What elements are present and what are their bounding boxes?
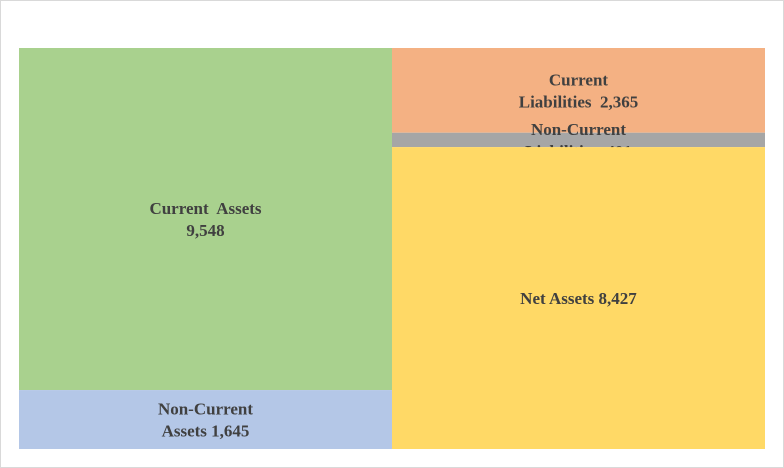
treemap-label-line: Non-Current bbox=[158, 400, 253, 419]
treemap-label-line: Non-Current bbox=[531, 120, 626, 139]
treemap-label-non-current-assets: Non-Current Assets 1,645 bbox=[158, 400, 253, 441]
treemap-label-line: Assets 1,645 bbox=[162, 422, 250, 441]
treemap-block-net-assets bbox=[392, 147, 765, 450]
treemap-block-non-current-liabilities bbox=[392, 132, 765, 148]
treemap-label-line: Current Assets bbox=[149, 199, 261, 218]
treemap-block-current-assets bbox=[19, 48, 392, 391]
treemap-label-current-assets: Current Assets 9,548 bbox=[149, 199, 261, 240]
treemap-label-line: Current bbox=[549, 70, 609, 89]
treemap-label-line: Liabilities 2,365 bbox=[519, 92, 638, 111]
treemap-block-non-current-assets bbox=[19, 390, 392, 449]
treemap-label-net-assets: Net Assets 8,427 bbox=[520, 289, 637, 308]
treemap-block-current-liabilities bbox=[392, 48, 765, 133]
treemap-label-line: Net Assets 8,427 bbox=[520, 289, 637, 308]
treemap-label-current-liabilities: Current Liabilities 2,365 bbox=[519, 70, 638, 111]
treemap-label-line: 9,548 bbox=[186, 221, 224, 240]
